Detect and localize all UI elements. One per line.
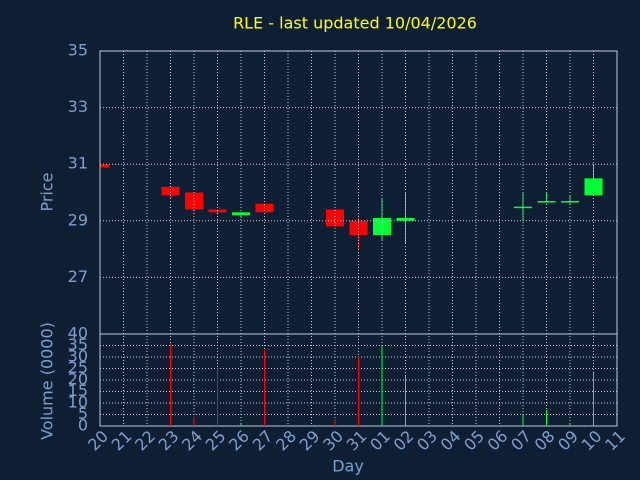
x-axis-label: Day	[332, 457, 364, 476]
y-axis-label: Price	[38, 172, 57, 211]
volume-tick-label: 5	[78, 404, 88, 423]
volume-tick-label: 25	[68, 358, 88, 377]
chart-title: RLE - last updated 10/04/2026	[233, 14, 477, 33]
volume-tick-label: 15	[68, 381, 88, 400]
y-tick-label: 35	[68, 41, 88, 60]
candle-body	[255, 203, 274, 213]
candle-body	[100, 164, 109, 168]
candle-body	[185, 192, 203, 210]
volume-tick-label: 35	[68, 335, 88, 354]
y-tick-label: 27	[68, 267, 88, 286]
volume-tick-label: 30	[68, 347, 88, 366]
y-tick-label: 29	[68, 210, 88, 229]
y-tick-label: 33	[68, 97, 88, 116]
candle-body	[373, 217, 391, 235]
volume-tick-label: 0	[78, 416, 88, 435]
volume-tick-label: 20	[68, 370, 88, 389]
candle-body	[326, 209, 344, 227]
volume-axis-label: Volume (0000)	[38, 322, 57, 440]
volume-tick-label: 40	[68, 324, 88, 343]
y-tick-label: 31	[68, 154, 88, 173]
volume-tick-label: 10	[68, 393, 88, 412]
candle-body	[349, 220, 368, 235]
candle-body	[161, 186, 180, 196]
